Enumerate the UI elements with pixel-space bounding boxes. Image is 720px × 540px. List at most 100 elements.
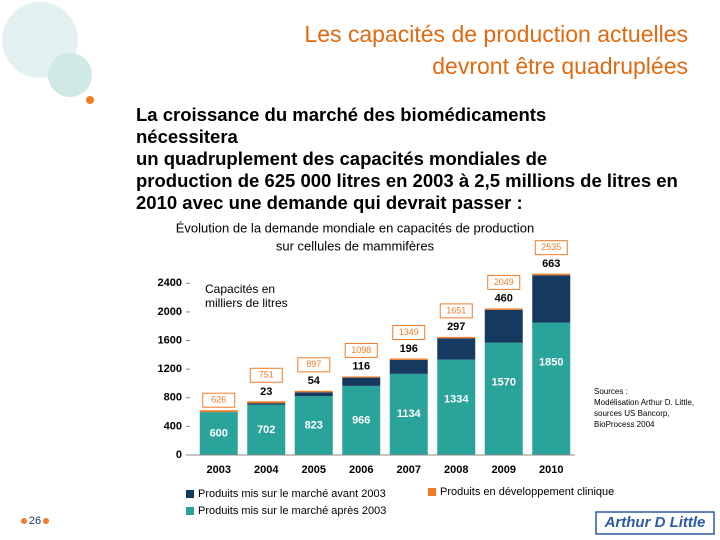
x-tick-label: 2009	[492, 464, 516, 476]
y-tick-label: 400	[164, 420, 182, 432]
x-tick-label: 2005	[302, 464, 326, 476]
x-tick-label: 2006	[349, 464, 373, 476]
bar-segment	[342, 385, 381, 455]
total-box	[534, 240, 568, 256]
total-box	[249, 367, 283, 383]
bar-segment	[247, 403, 286, 405]
bar-segment	[437, 338, 476, 360]
body-text: La croissance du marché des biomédicamen…	[136, 104, 678, 213]
value-label: 196	[400, 343, 418, 355]
bar-segment	[389, 358, 428, 360]
total-label: 1098	[351, 345, 371, 355]
bar-segment	[484, 342, 523, 455]
x-tick-label: 2007	[397, 464, 421, 476]
body-line: production de 625 000 litres en 2003 à 2…	[136, 170, 678, 191]
bar-segment	[247, 401, 286, 404]
bar-segment	[532, 273, 571, 276]
bar-segment	[484, 308, 523, 310]
body-line: nécessitera	[136, 126, 239, 147]
logo: Arthur D Little	[604, 514, 706, 531]
x-tick-label: 2008	[444, 464, 468, 476]
title-line: devront être quadruplées	[432, 53, 688, 79]
value-label: 1570	[492, 377, 516, 389]
bar-segment	[294, 396, 333, 455]
legend-swatch	[428, 488, 436, 496]
sources: sources US Bancorp,	[594, 409, 670, 418]
sources: Sources :	[594, 387, 628, 396]
bar-segment	[532, 322, 571, 455]
x-tick-label: 2004	[254, 464, 279, 476]
legend-label: Produits mis sur le marché avant 2003	[198, 488, 386, 500]
legend-label: Produits en développement clinique	[440, 486, 614, 498]
y-tick-label: 1600	[158, 334, 182, 346]
title: Les capacités de production actuelles dev…	[304, 21, 688, 79]
sources: BioProcess 2004	[594, 420, 655, 429]
total-box	[297, 357, 331, 373]
bar-segment	[389, 373, 428, 455]
y-tick-label: 1200	[158, 363, 182, 375]
bar-segment	[199, 412, 238, 455]
total-label: 897	[306, 359, 321, 369]
total-label: 2049	[494, 277, 514, 287]
value-label: 54	[308, 375, 321, 387]
decoration	[43, 518, 49, 524]
value-label: 823	[305, 419, 323, 431]
value-label: 663	[542, 258, 560, 270]
bar-segment	[294, 390, 333, 393]
value-label: 600	[210, 427, 228, 439]
total-label: 751	[259, 370, 274, 380]
chart-title-line: Évolution de la demande mondiale en capa…	[176, 220, 534, 235]
total-box	[202, 392, 236, 408]
value-label: 460	[495, 293, 513, 305]
value-label: 1134	[397, 408, 422, 420]
bar-segment	[342, 377, 381, 386]
value-label: 1334	[444, 393, 469, 405]
y-tick-label: 2400	[158, 277, 182, 289]
legend-swatch	[186, 490, 194, 498]
bar-segment	[294, 392, 333, 397]
legend-label: Produits mis sur le marché après 2003	[198, 505, 386, 517]
y-tick-label: 0	[176, 449, 182, 461]
decoration	[21, 518, 27, 524]
y-annotation: Capacités en	[205, 282, 275, 296]
bar-segment	[199, 410, 238, 413]
value-label: 297	[447, 321, 465, 333]
bar-segment	[437, 336, 476, 339]
total-box	[487, 274, 521, 290]
y-tick-label: 2000	[158, 306, 182, 318]
total-label: 2535	[541, 242, 561, 252]
body-line: 2010 avec une demande qui devrait passer…	[136, 192, 523, 213]
x-tick-label: 2010	[539, 464, 563, 476]
legend-swatch	[186, 507, 194, 515]
bar-segment	[342, 376, 381, 378]
bar-segment	[437, 359, 476, 455]
decoration	[48, 53, 92, 97]
logo-frame	[595, 511, 715, 535]
bar-segment	[484, 309, 523, 343]
chart-title-line: sur cellules de mammifères	[276, 238, 435, 253]
total-label: 626	[211, 395, 226, 405]
value-label: 23	[260, 386, 272, 398]
bar-segment	[389, 359, 428, 374]
value-label: 1850	[539, 357, 563, 369]
total-label: 1651	[446, 305, 466, 315]
total-box	[439, 303, 473, 319]
body-line: La croissance du marché des biomédicamen…	[136, 104, 546, 125]
title-line: Les capacités de production actuelles	[304, 21, 688, 47]
total-box	[344, 342, 378, 358]
page-number: 26	[29, 515, 41, 527]
sources: Modélisation Arthur D. Little,	[594, 398, 694, 407]
body-line: un quadruplement des capacités mondiales…	[136, 148, 547, 169]
total-label: 1349	[399, 327, 419, 337]
chart-title: Évolution de la demande mondiale en capa…	[176, 220, 534, 253]
bar-segment	[532, 275, 571, 323]
y-tick-label: 800	[164, 392, 182, 404]
x-tick-label: 2003	[207, 464, 231, 476]
chart: 0 400 800 1200 1600 2000 2400 Capacités enmilli…	[158, 240, 694, 517]
total-box	[392, 324, 426, 340]
value-label: 966	[352, 414, 370, 426]
y-annotation: milliers de litres	[205, 296, 288, 310]
decoration	[86, 96, 94, 104]
bar-segment	[247, 404, 286, 455]
